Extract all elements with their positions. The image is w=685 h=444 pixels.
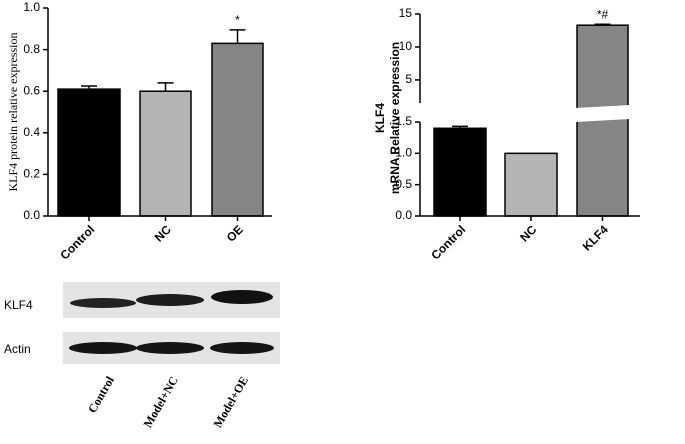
error-bar xyxy=(81,85,97,90)
band xyxy=(211,290,273,304)
bar xyxy=(57,88,121,217)
x-tick-label: NC xyxy=(517,222,539,244)
error-bar xyxy=(452,125,468,129)
lane-label: Model+NC xyxy=(140,374,181,430)
bar xyxy=(211,42,264,217)
bar xyxy=(139,90,192,217)
x-tick-label: OE xyxy=(224,222,246,244)
band xyxy=(136,342,204,354)
blot: KLF4 Actin Control Model+NC Model+OE xyxy=(4,282,280,430)
y-tick-label: 0.0 xyxy=(23,208,40,222)
y-tick-label: 5 xyxy=(405,72,412,86)
y-tick-label: 0.4 xyxy=(23,125,40,139)
blot-row-label: KLF4 xyxy=(4,298,33,312)
lane-label: Model+OE xyxy=(210,374,251,430)
annotation: * xyxy=(235,13,240,27)
y-axis-label: mRNA Relative expression xyxy=(388,42,402,194)
y-tick-label: 0.6 xyxy=(23,83,40,97)
y-tick-label: 10 xyxy=(399,39,413,53)
x-tick-label: KLF4 xyxy=(580,222,611,253)
lane-label: Control xyxy=(85,373,117,415)
band xyxy=(69,342,137,354)
x-tick-label: Control xyxy=(57,222,97,262)
y-tick-label: 0.0 xyxy=(395,208,412,222)
y-tick-label: 1.5 xyxy=(395,114,412,128)
annotation: *# xyxy=(597,7,609,21)
y-axis-label: KLF4 protein relative expression xyxy=(6,33,20,192)
band xyxy=(136,294,204,306)
error-bar xyxy=(157,82,174,92)
x-tick-label: Control xyxy=(428,222,468,262)
bar xyxy=(433,127,487,217)
y-tick-label: 1.0 xyxy=(395,146,412,160)
band xyxy=(210,342,274,354)
bar xyxy=(504,152,558,217)
band xyxy=(70,298,136,308)
y-tick-label: 15 xyxy=(399,6,413,20)
y-tick-label: 0.2 xyxy=(23,167,40,181)
axis-break xyxy=(575,105,630,122)
blot-row-label: Actin xyxy=(4,342,31,356)
y-tick-label: 0.5 xyxy=(395,177,412,191)
x-tick-label: NC xyxy=(152,222,174,244)
error-bar xyxy=(594,23,611,26)
y-tick-label: 0.8 xyxy=(23,42,40,56)
error-bar xyxy=(229,29,246,44)
y-axis-label: KLF4 xyxy=(373,103,387,133)
y-tick-label: 1.0 xyxy=(23,0,40,14)
